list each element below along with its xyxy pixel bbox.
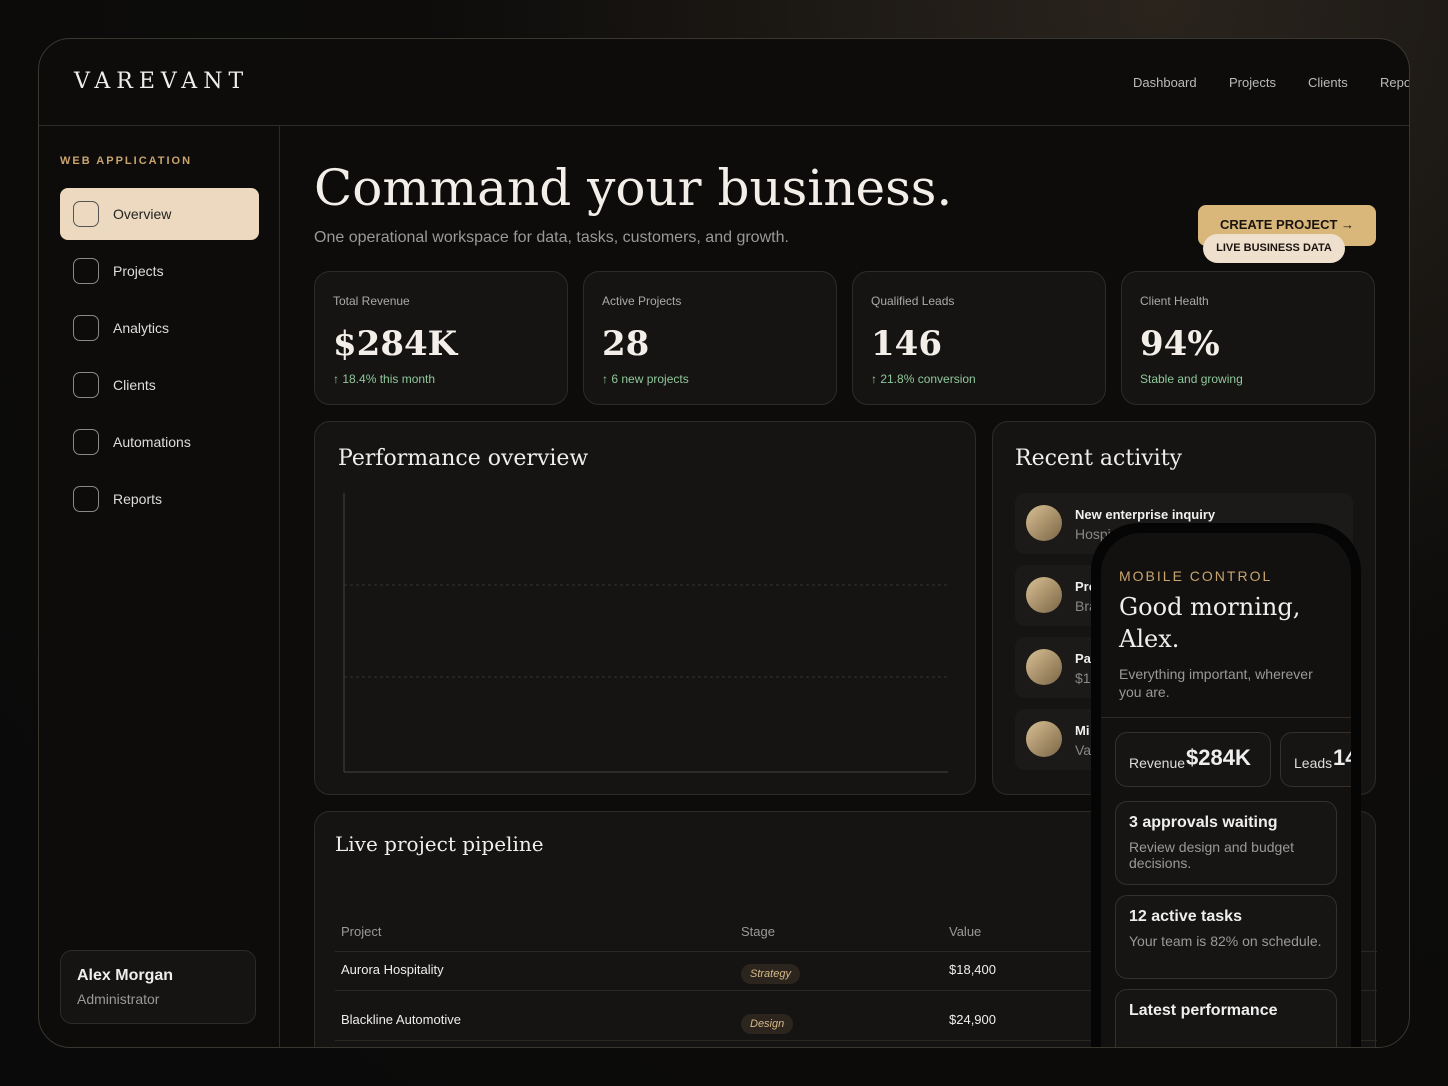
stat-card: Client Health 94% Stable and growing — [1121, 271, 1375, 405]
panel-title: Recent activity — [1015, 446, 1182, 471]
header-divider — [39, 125, 1409, 126]
activity-detail: Va — [1075, 742, 1092, 758]
user-name: Alex Morgan — [77, 967, 174, 984]
activity-detail: $1 — [1075, 670, 1091, 686]
task-card[interactable]: 12 active tasks Your team is 82% on sched… — [1115, 895, 1337, 979]
avatar — [1026, 577, 1062, 613]
stat-value: $284K — [333, 324, 458, 364]
activity-title: New enterprise inquiry — [1075, 507, 1216, 522]
metric-label: Revenue — [1129, 755, 1186, 771]
task-text: Your team is 82% on schedule. — [1129, 933, 1322, 949]
mobile-label: MOBILE CONTROL — [1119, 568, 1273, 584]
stat-value: 94% — [1140, 324, 1220, 364]
nav-item[interactable]: Analytics — [60, 302, 259, 354]
column-header: Project — [341, 924, 382, 939]
row-divider — [335, 1039, 1377, 1041]
stat-card: Qualified Leads 146 ↑ 21.8% conversion — [852, 271, 1106, 405]
mobile-subtitle: Everything important, wherever you are. — [1119, 666, 1313, 700]
activity-detail: Hospi — [1075, 526, 1111, 542]
metric-value: $284K — [1186, 745, 1251, 770]
task-title: 12 active tasks — [1129, 908, 1242, 925]
panel-title: Performance overview — [338, 446, 589, 471]
user-card[interactable]: Alex Morgan Administrator — [60, 950, 256, 1024]
metric-card: Leads 146 — [1280, 732, 1351, 787]
avatar — [1026, 721, 1062, 757]
nav-item[interactable]: Automations — [60, 416, 259, 468]
sidebar-label: WEB APPLICATION — [60, 155, 193, 167]
row-divider — [335, 951, 1377, 952]
mobile-greeting: Good morning, Alex. — [1119, 593, 1301, 653]
row-divider — [335, 990, 1377, 991]
panel-title: Live project pipeline — [335, 832, 544, 856]
nav-item-label: Automations — [113, 434, 191, 450]
hero-title: Command your business. — [314, 159, 953, 217]
task-card[interactable]: 3 approvals waiting Review design and bud… — [1115, 801, 1337, 885]
stat-value: 28 — [602, 324, 650, 364]
nav-link[interactable]: Reports — [1380, 75, 1409, 90]
cell-project: Blackline Automotive — [341, 1011, 461, 1027]
cell-value: $24,900 — [949, 1011, 996, 1027]
stat-label: Active Projects — [602, 294, 682, 308]
metric-label: Leads — [1294, 755, 1333, 771]
nav-item-label: Analytics — [113, 320, 170, 336]
avatar — [1026, 649, 1062, 685]
nav-item-label: Overview — [113, 206, 172, 222]
metric-value: 146 — [1333, 745, 1351, 770]
divider — [1101, 717, 1351, 718]
stat-card: Active Projects 28 ↑ 6 new projects — [583, 271, 837, 405]
nav-item[interactable]: Projects — [60, 245, 259, 297]
nav-item-label: Clients — [113, 377, 156, 393]
stage-pill: Strategy — [741, 964, 800, 984]
task-card[interactable]: Latest performance — [1115, 989, 1337, 1047]
phone: MOBILE CONTROL Good morning, Alex. Every… — [1091, 523, 1361, 1047]
avatar — [1026, 505, 1062, 541]
nav-item-label: Reports — [113, 491, 163, 507]
stat-note: ↑ 6 new projects — [602, 372, 689, 386]
metric-card: Revenue $284K — [1115, 732, 1271, 787]
nav-item[interactable]: Reports — [60, 473, 259, 525]
stat-value: 146 — [871, 324, 942, 364]
stat-card: Total Revenue $284K ↑ 18.4% this month — [314, 271, 568, 405]
sidebar-divider — [279, 125, 280, 1047]
phone-screen: MOBILE CONTROL Good morning, Alex. Every… — [1101, 533, 1351, 1047]
cell-project: Aurora Hospitality — [341, 962, 444, 977]
stage-pill: Design — [741, 1013, 794, 1034]
app-frame: VAREVANT Dashboard Projects Clients Repo… — [38, 38, 1410, 1048]
nav-item-label: Projects — [113, 263, 164, 279]
task-title: Latest performance — [1129, 1002, 1278, 1019]
activity-title: Mi — [1075, 723, 1090, 738]
nav-link[interactable]: Clients — [1308, 75, 1348, 90]
stat-note: ↑ 18.4% this month — [333, 372, 436, 386]
user-role: Administrator — [77, 991, 160, 1007]
brand: VAREVANT — [74, 69, 250, 94]
cell-value: $18,400 — [949, 962, 996, 977]
nav-link[interactable]: Dashboard — [1133, 75, 1197, 90]
hero-subtitle: One operational workspace for data, task… — [314, 229, 789, 246]
stat-label: Total Revenue — [333, 294, 410, 308]
nav-link[interactable]: Projects — [1229, 75, 1276, 90]
task-title: 3 approvals waiting — [1129, 814, 1278, 831]
column-header: Stage — [741, 924, 775, 939]
stat-note: ↑ 21.8% conversion — [871, 372, 976, 386]
stat-label: Qualified Leads — [871, 294, 955, 308]
stat-label: Client Health — [1140, 294, 1209, 308]
chart-area — [343, 493, 948, 773]
column-header: Value — [949, 924, 982, 939]
nav-item-active[interactable]: Overview — [60, 188, 259, 240]
activity-title: Pa — [1075, 651, 1091, 666]
task-text: Review design and budget decisions. — [1129, 839, 1295, 871]
nav-item[interactable]: Clients — [60, 359, 259, 411]
live-badge: LIVE BUSINESS DATA — [1203, 234, 1345, 263]
stat-note: Stable and growing — [1140, 372, 1243, 386]
performance-panel: Performance overview — [314, 421, 976, 795]
